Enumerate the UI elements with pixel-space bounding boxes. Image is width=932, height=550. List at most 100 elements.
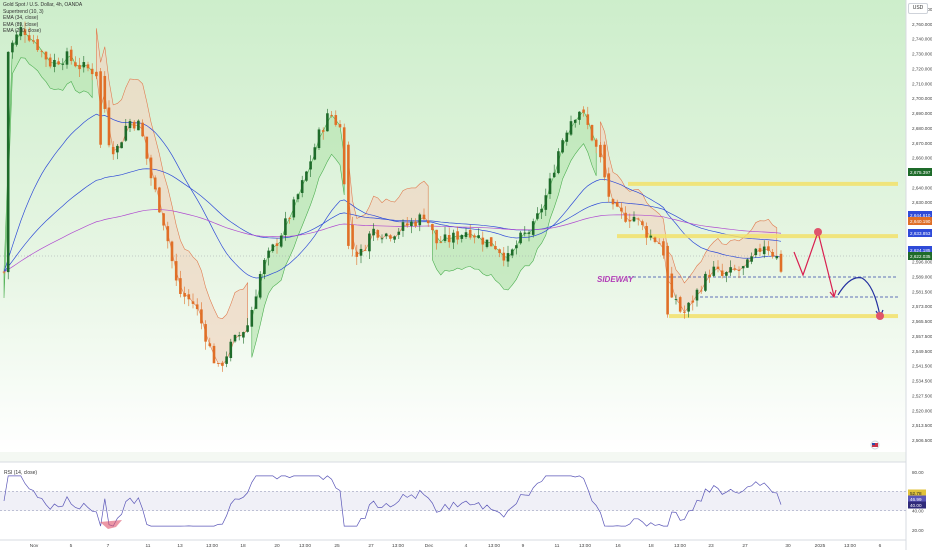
candle-body — [179, 278, 182, 294]
candle-body — [410, 221, 413, 227]
candle-body — [708, 274, 711, 278]
candle-body — [372, 228, 375, 236]
candle-body — [95, 71, 98, 77]
candle-body — [523, 232, 527, 234]
time-label: 13:00 — [299, 543, 311, 549]
candle-body — [347, 144, 350, 246]
candle-body — [284, 218, 287, 235]
time-label: 5 — [70, 543, 73, 549]
candle-body — [11, 42, 14, 53]
candle-body — [653, 237, 657, 242]
candle-body — [6, 51, 10, 273]
legend-supertrend: Supertrend (10, 3) — [3, 8, 44, 15]
time-label: 18 — [240, 543, 246, 549]
currency-button[interactable]: USD — [908, 3, 928, 14]
candle-body — [460, 234, 464, 239]
time-label: 13:00 — [844, 543, 856, 549]
candle-body — [305, 171, 308, 181]
candle-body — [548, 178, 552, 195]
candle-body — [641, 221, 644, 226]
legend-ema-200: EMA (200, close) — [3, 28, 42, 35]
supertrend-up-band — [251, 114, 345, 358]
candle-body — [695, 289, 699, 301]
candle-body — [527, 232, 531, 234]
candle-body — [603, 144, 606, 178]
price-badge — [908, 246, 932, 254]
candle-body — [649, 235, 653, 238]
candle-body — [632, 216, 636, 222]
candle-body — [439, 242, 443, 244]
time-scale[interactable]: Nov 5 7 11 13 13:00 18 20 13:00 25 27 13:00 Dec 4 13:0… — [30, 543, 882, 549]
candle-body — [481, 237, 485, 245]
price-tick-label: 2,573.000 — [912, 304, 932, 309]
target-dot-top — [814, 228, 822, 236]
target-dot-bottom — [876, 312, 884, 320]
time-label: 20 — [274, 543, 280, 549]
candle-body — [254, 296, 258, 309]
price-tick-label: 2,720.000 — [912, 66, 932, 71]
candle-body — [506, 253, 510, 262]
candle-body — [275, 243, 279, 246]
candle-body — [141, 122, 144, 137]
price-badge — [908, 168, 932, 176]
flag-icon[interactable] — [870, 440, 880, 450]
candle-body — [2, 271, 6, 273]
price-badge-label: 2,640.190 — [910, 219, 931, 224]
candle-body — [607, 173, 611, 197]
blue-projection-arrow — [837, 277, 881, 317]
price-badge — [908, 252, 932, 260]
price-badge — [908, 211, 932, 219]
candle-body — [57, 61, 60, 65]
price-tick-label: 2,549.500 — [912, 349, 932, 354]
candle-body — [498, 249, 501, 254]
candle-body — [128, 121, 132, 129]
candle-body — [678, 297, 682, 312]
candle-body — [208, 343, 212, 347]
candle-body — [569, 121, 573, 135]
candle-body — [468, 229, 472, 238]
chart-legend: Gold Spot / U.S. Dollar, 4h, OANDA Super… — [3, 2, 82, 35]
candle-body — [153, 177, 157, 190]
candle-body — [216, 363, 220, 364]
time-label: 9 — [522, 543, 525, 549]
price-tick-label: 2,513.500 — [912, 423, 932, 428]
candle-body — [477, 235, 480, 238]
price-tick-label: 2,581.500 — [912, 289, 932, 294]
price-scale[interactable]: 2,770.0002,760.0002,740.0002,730.0002,72… — [908, 7, 932, 443]
rsi-marker-label: 40.00 — [910, 503, 922, 508]
candle-body — [733, 268, 737, 270]
candle-body — [582, 109, 585, 113]
candle-body — [300, 180, 304, 194]
time-label: 13:00 — [206, 543, 218, 549]
candle-body — [74, 62, 77, 67]
candle-body — [103, 75, 107, 109]
candle-body — [162, 213, 165, 226]
time-label: 4 — [465, 543, 468, 549]
price-tick-label: 2,710.000 — [912, 81, 932, 86]
candle-body — [221, 362, 224, 366]
candle-body — [65, 51, 69, 65]
candle-body — [767, 246, 770, 251]
price-tick-label: 2,534.500 — [912, 379, 932, 384]
candle-body — [435, 229, 438, 244]
candle-body — [86, 64, 90, 69]
candle-body — [720, 270, 724, 276]
candle-body — [447, 235, 451, 243]
candle-body — [246, 325, 249, 332]
candle-body — [309, 161, 312, 170]
candle-body — [464, 232, 468, 237]
candle-body — [775, 256, 779, 259]
candle-body — [758, 248, 762, 252]
candle-body — [359, 248, 363, 256]
rsi-marker-label: 52.78 — [910, 491, 922, 496]
projection-arrows — [793, 228, 884, 320]
price-badge-label: 2,675.397 — [910, 170, 931, 175]
red-projection-arrow — [793, 229, 835, 297]
rsi-tick-label: 80.00 — [912, 470, 924, 475]
time-label: 30 — [785, 543, 791, 549]
rsi-oversold-fill — [100, 520, 122, 529]
candle-body — [376, 230, 380, 238]
candle-body — [401, 222, 405, 231]
rsi-marker-badge — [908, 489, 926, 497]
